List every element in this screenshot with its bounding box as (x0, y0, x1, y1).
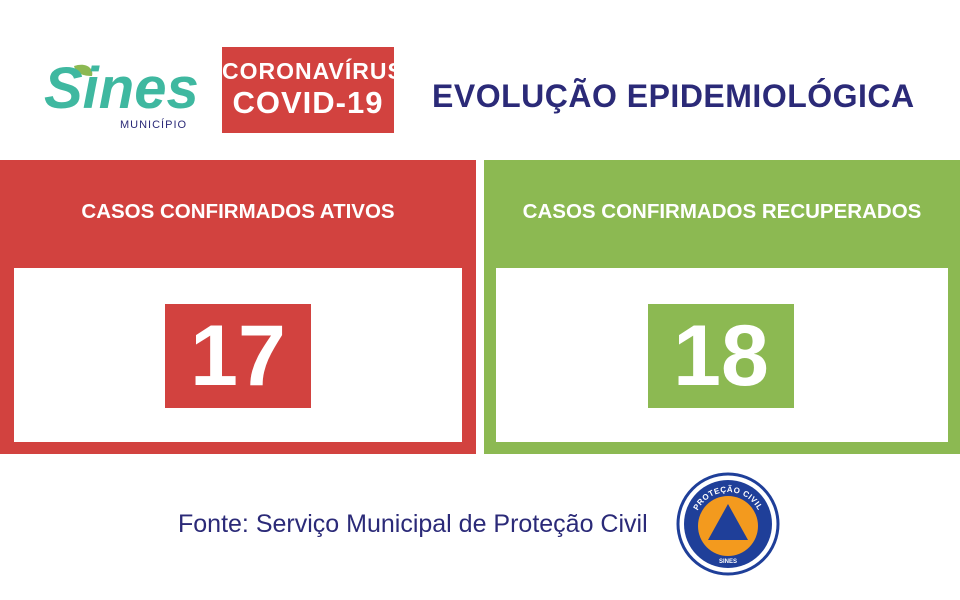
source-text: Fonte: Serviço Municipal de Proteção Civ… (178, 510, 648, 538)
page-title: EVOLUÇÃO EPIDEMIOLÓGICA (432, 78, 915, 114)
active-cases-label: CASOS CONFIRMADOS ATIVOS (81, 200, 395, 223)
leaf-icon (74, 64, 93, 76)
logo-letter-s: Sines (44, 56, 199, 121)
recovered-cases-label: CASOS CONFIRMADOS RECUPERADOS (522, 200, 922, 223)
badge-line-2: COVID-19 (232, 85, 384, 120)
recovered-cases-card: 18 (496, 268, 948, 442)
badge-line-1: CORONAVÍRUS (222, 58, 404, 84)
active-cases-panel: CASOS CONFIRMADOS ATIVOS 17 (0, 160, 476, 454)
civil-protection-triangle-icon (708, 504, 748, 540)
civil-protection-emblem: PROTEÇÃO CIVIL SINES (676, 472, 780, 576)
recovered-cases-value: 18 (648, 304, 794, 408)
logo-subtitle: MUNICÍPIO (120, 118, 187, 131)
covid-badge: CORONAVÍRUS COVID-19 (222, 47, 404, 133)
sines-logo: Sines MUNICÍPIO (44, 42, 204, 134)
emblem-bottom-text: SINES (719, 559, 737, 565)
active-cases-card: 17 (14, 268, 462, 442)
active-cases-value: 17 (165, 304, 311, 408)
recovered-cases-panel: CASOS CONFIRMADOS RECUPERADOS 18 (484, 160, 960, 454)
